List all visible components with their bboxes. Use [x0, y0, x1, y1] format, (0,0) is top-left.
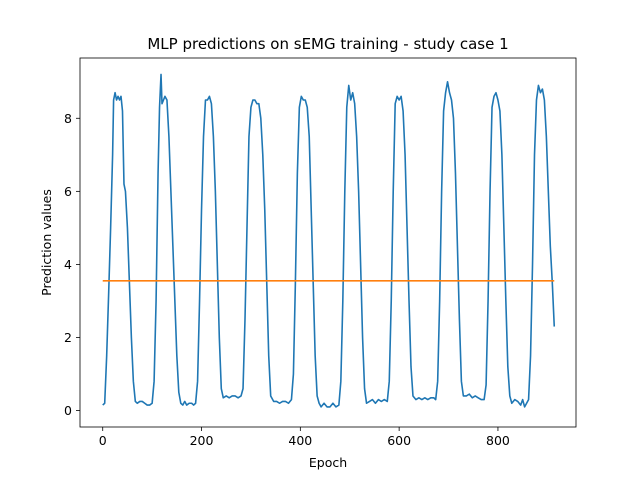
- x-tick-label: 800: [486, 433, 510, 448]
- plot-frame: [79, 57, 577, 428]
- x-tick-label: 0: [99, 433, 107, 448]
- y-tick-label: 4: [64, 257, 72, 272]
- chart-title: MLP predictions on sEMG training - study…: [147, 35, 508, 53]
- series-layer: [102, 73, 556, 408]
- x-axis: 0 200 400 600 800: [99, 427, 510, 448]
- y-tick-label: 8: [64, 111, 72, 126]
- y-axis: 0 2 4 6 8: [64, 111, 80, 418]
- y-tick-label: 2: [64, 330, 72, 345]
- plot-area: [80, 58, 576, 427]
- x-tick-label: 600: [387, 433, 411, 448]
- x-tick-label: 400: [288, 433, 312, 448]
- series-line-1: [102, 73, 556, 408]
- y-axis-label: Prediction values: [39, 189, 54, 296]
- x-tick-label: 200: [190, 433, 214, 448]
- y-tick-label: 0: [64, 403, 72, 418]
- x-axis-label: Epoch: [309, 455, 347, 470]
- y-tick-label: 6: [64, 184, 72, 199]
